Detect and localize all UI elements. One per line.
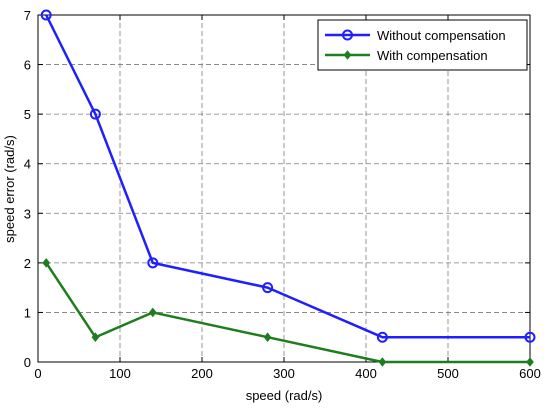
legend-label-2: With compensation — [377, 48, 488, 63]
data-point-series-2 — [526, 357, 534, 367]
y-tick-label: 1 — [24, 305, 31, 320]
x-tick-label: 200 — [191, 366, 213, 381]
x-tick-label: 100 — [109, 366, 131, 381]
data-point-series-1 — [40, 9, 52, 21]
tick-labels: 0 100 200 300 400 500 600 0 1 2 3 4 5 6 7 — [24, 8, 541, 381]
y-axis-label: speed error (rad/s) — [2, 135, 17, 243]
data-point-series-1 — [262, 282, 274, 294]
data-point-series-1 — [89, 108, 101, 120]
series-line-1 — [45, 14, 530, 339]
legend-marker-2 — [343, 50, 352, 60]
data-point-series-2 — [91, 332, 100, 343]
y-tick-label: 0 — [24, 355, 31, 370]
legend-box — [317, 19, 528, 71]
axes-frame — [37, 14, 531, 363]
data-point-series-2 — [42, 258, 51, 268]
x-tick-label: 400 — [355, 366, 377, 381]
y-tick-label: 3 — [24, 206, 31, 221]
series-line-2 — [45, 262, 530, 364]
series-markers — [40, 9, 536, 367]
data-point-series-1 — [147, 257, 159, 269]
data-point-series-2 — [378, 357, 387, 367]
x-axis-label: speed (rad/s) — [246, 388, 323, 403]
x-tick-label: 0 — [34, 366, 41, 381]
data-point-series-1 — [376, 331, 388, 343]
y-tick-label: 5 — [24, 107, 31, 122]
legend-label-1: Without compensation — [377, 28, 506, 43]
x-tick-label: 300 — [273, 366, 295, 381]
y-tick-label: 4 — [24, 157, 31, 172]
x-tick-label: 500 — [437, 366, 459, 381]
data-point-series-2 — [148, 307, 157, 318]
legend-marker-1 — [342, 29, 353, 41]
y-tick-label: 6 — [24, 58, 31, 73]
y-tick-label: 7 — [24, 8, 31, 23]
legend: Without compensation With compensation — [317, 19, 528, 71]
data-point-series-2 — [263, 332, 272, 343]
data-point-series-1 — [524, 331, 536, 343]
y-tick-label: 2 — [24, 256, 31, 271]
x-tick-label: 600 — [519, 366, 541, 381]
series-lines — [45, 14, 530, 364]
